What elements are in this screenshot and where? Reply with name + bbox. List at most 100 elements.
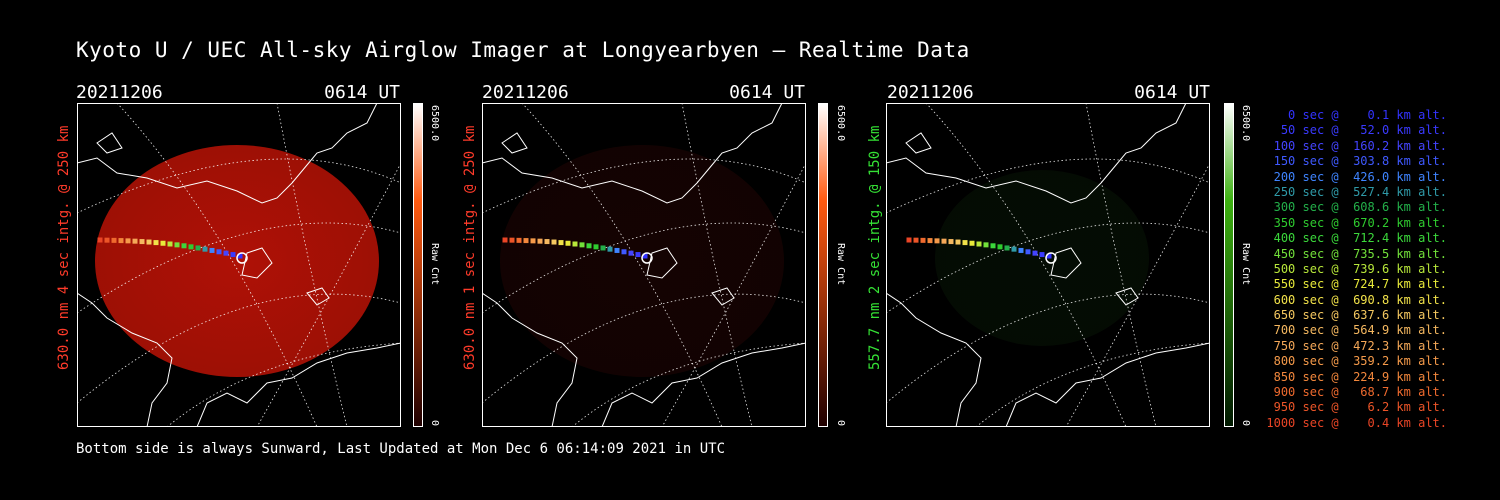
trajectory-point xyxy=(1046,253,1052,259)
trajectory-point xyxy=(174,242,180,248)
legend-row: 550 sec @ 724.7 km alt. xyxy=(1266,277,1447,292)
trajectory-point xyxy=(167,241,173,247)
graticule-line xyxy=(886,158,1210,214)
trajectory-point xyxy=(1039,252,1045,258)
panel-3-colorbar-min: 0 xyxy=(1240,420,1251,427)
panel-2-side-label: 630.0 nm 1 sec intg. @ 250 km xyxy=(462,125,478,370)
legend-row: 900 sec @ 68.7 km alt. xyxy=(1266,385,1447,400)
airglow-image xyxy=(935,170,1149,346)
trajectory-point xyxy=(586,243,592,249)
coastline xyxy=(501,132,528,154)
trajectory-point xyxy=(195,245,201,251)
trajectory-point xyxy=(118,238,124,244)
trajectory-point xyxy=(223,250,229,256)
graticule-line xyxy=(521,103,723,427)
airglow-image xyxy=(500,145,784,377)
trajectory-point xyxy=(153,240,159,246)
panel-2-time: 0614 UT xyxy=(729,82,805,103)
trajectory-point xyxy=(132,238,138,244)
panel-2-colorbar-min: 0 xyxy=(835,420,846,427)
graticule-line xyxy=(681,103,753,427)
trajectory-point xyxy=(983,242,989,248)
airglow-map xyxy=(886,103,1210,427)
graticule-line xyxy=(661,162,806,427)
legend-row: 100 sec @ 160.2 km alt. xyxy=(1266,138,1447,153)
trajectory-point xyxy=(955,239,961,245)
coastline xyxy=(482,103,783,204)
graticule-line xyxy=(925,103,1127,427)
panel-1-side-label: 630.0 nm 4 sec intg. @ 250 km xyxy=(56,125,72,370)
panel-3-time: 0614 UT xyxy=(1134,82,1210,103)
trajectory-point xyxy=(181,243,187,249)
trajectory-point xyxy=(530,238,536,244)
trajectory-point xyxy=(642,253,648,259)
coastline xyxy=(77,292,173,427)
legend-row: 250 sec @ 527.4 km alt. xyxy=(1266,184,1447,199)
trajectory-point xyxy=(990,243,996,249)
panel-3-colorbar xyxy=(1224,103,1234,427)
trajectory-point xyxy=(1011,246,1017,252)
trajectory-point xyxy=(202,246,208,252)
trajectory-point xyxy=(216,249,222,255)
coastline xyxy=(1005,342,1210,427)
panel-frame xyxy=(482,103,806,427)
legend-row: 950 sec @ 6.2 km alt. xyxy=(1266,400,1447,415)
trajectory-point xyxy=(551,239,557,245)
page-title: Kyoto U / UEC All-sky Airglow Imager at … xyxy=(76,38,970,62)
panel-frame xyxy=(77,103,401,427)
trajectory-legend: 0 sec @ 0.1 km alt. 50 sec @ 52.0 km alt… xyxy=(1262,108,1447,431)
graticule-line xyxy=(77,293,401,404)
airglow-map xyxy=(77,103,401,427)
graticule-line xyxy=(482,158,806,214)
graticule-line xyxy=(1085,103,1157,427)
panel-1-date: 20211206 xyxy=(76,82,163,103)
trajectory-point xyxy=(544,239,550,245)
trajectory-point xyxy=(572,241,578,247)
coastline xyxy=(1115,287,1139,306)
panel-1-colorbar xyxy=(413,103,423,427)
trajectory-point xyxy=(139,239,145,245)
panel-3-side-label: 557.7 nm 2 sec intg. @ 150 km xyxy=(867,125,883,370)
trajectory-point xyxy=(948,239,954,245)
panel-2-image xyxy=(482,103,806,427)
trajectory-point xyxy=(614,247,620,253)
trajectory-point xyxy=(97,237,103,243)
graticule-line xyxy=(571,342,806,427)
coastline xyxy=(482,292,578,427)
trajectory-point xyxy=(607,246,613,252)
legend-row: 350 sec @ 670.2 km alt. xyxy=(1266,215,1447,230)
legend-row: 50 sec @ 52.0 km alt. xyxy=(1266,123,1447,138)
legend-row: 400 sec @ 712.4 km alt. xyxy=(1266,231,1447,246)
legend-row: 150 sec @ 303.8 km alt. xyxy=(1266,154,1447,169)
trajectory-point xyxy=(104,237,110,243)
panel-2-colorbar xyxy=(818,103,828,427)
legend-row: 650 sec @ 637.6 km alt. xyxy=(1266,308,1447,323)
panel-frame xyxy=(886,103,1210,427)
legend-row: 1000 sec @ 0.4 km alt. xyxy=(1266,415,1447,430)
trajectory-point xyxy=(593,244,599,250)
trajectory-point xyxy=(209,247,215,253)
trajectory-point xyxy=(934,238,940,244)
trajectory-point xyxy=(927,238,933,244)
trajectory-point xyxy=(579,242,585,248)
trajectory-point xyxy=(523,238,529,244)
panel-1-image xyxy=(77,103,401,427)
trajectory-point xyxy=(509,237,515,243)
trajectory-point xyxy=(962,240,968,246)
graticule-line xyxy=(77,222,401,314)
trajectory-point xyxy=(1025,249,1031,255)
coastline xyxy=(601,342,806,427)
trajectory-point xyxy=(537,238,543,244)
trajectory-point xyxy=(565,240,571,246)
panel-2-colorbar-max: 6500.0 xyxy=(835,105,846,142)
coastline xyxy=(886,292,982,427)
legend-row: 600 sec @ 690.8 km alt. xyxy=(1266,292,1447,307)
station-marker xyxy=(236,252,248,264)
trajectory-point xyxy=(230,252,236,258)
graticule-line xyxy=(276,103,348,427)
graticule-line xyxy=(886,222,1210,314)
legend-row: 800 sec @ 359.2 km alt. xyxy=(1266,354,1447,369)
panel-2-colorbar-unit: Raw Cnt xyxy=(835,243,846,286)
coastline xyxy=(1050,247,1082,279)
trajectory-point xyxy=(976,241,982,247)
